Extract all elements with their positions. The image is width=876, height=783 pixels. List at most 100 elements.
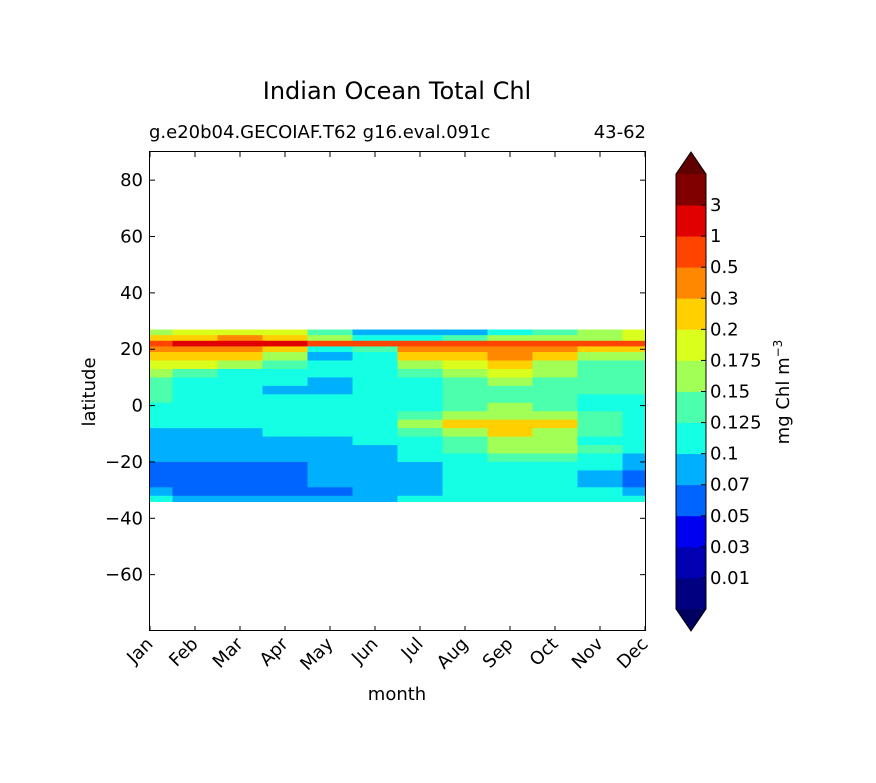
heatmap-cell	[397, 495, 444, 502]
heatmap-cell	[150, 461, 174, 471]
heatmap-cell	[262, 428, 309, 438]
x-tick-label: Nov	[568, 633, 608, 673]
heatmap-cell	[397, 461, 444, 471]
heatmap-cell	[487, 470, 534, 480]
heatmap-cell	[217, 352, 264, 362]
heatmap-cell	[352, 428, 399, 438]
heatmap-cell	[307, 360, 354, 370]
heatmap-cell	[577, 352, 624, 362]
heatmap-cell	[262, 495, 309, 502]
heatmap-cell	[150, 445, 174, 455]
colorbar-segment	[676, 453, 706, 486]
heatmap-cell	[622, 411, 646, 421]
heatmap-cell	[442, 346, 489, 353]
heatmap-cell	[577, 377, 624, 387]
colorbar-tick-label: 0.3	[710, 288, 739, 309]
heatmap-cell	[487, 335, 534, 342]
heatmap-cell	[397, 411, 444, 421]
heatmap-cell	[622, 368, 646, 379]
heatmap-cell	[352, 368, 399, 379]
heatmap-cell	[622, 470, 646, 480]
heatmap-cell	[577, 478, 624, 488]
heatmap-cell	[352, 478, 399, 488]
heatmap-cell	[217, 461, 264, 471]
heatmap-cell	[397, 368, 444, 379]
heatmap-cell	[532, 470, 579, 480]
heatmap-cell	[217, 377, 264, 387]
heatmap-cell	[442, 352, 489, 362]
heatmap-cell	[622, 495, 646, 502]
heatmap-cell	[352, 352, 399, 362]
heatmap-cell	[217, 368, 264, 379]
colorbar-segment	[676, 298, 706, 330]
heatmap-cell	[172, 470, 219, 480]
heatmap-cell	[217, 445, 264, 455]
heatmap-cell	[262, 411, 309, 421]
colorbar-segment	[676, 267, 706, 299]
heatmap-cell	[532, 377, 579, 387]
heatmap-cell	[397, 402, 444, 412]
heatmap-cell	[262, 346, 309, 353]
heatmap-cell	[397, 436, 444, 446]
heatmap-cell	[262, 461, 309, 471]
heatmap-cell	[487, 340, 534, 348]
heatmap-cell	[262, 436, 309, 446]
heatmap-cell	[577, 470, 624, 480]
heatmap-cell	[487, 385, 534, 395]
heatmap-cell	[622, 394, 646, 404]
heatmap-cell	[150, 394, 174, 404]
heatmap-cell	[487, 368, 534, 379]
heatmap-cell	[262, 360, 309, 370]
colorbar-segment	[676, 546, 706, 579]
heatmap-cell	[532, 436, 579, 446]
heatmap-cell	[172, 346, 219, 353]
heatmap-cell	[532, 419, 579, 429]
heatmap-cell	[397, 487, 444, 497]
heatmap-cell	[397, 445, 444, 455]
heatmap-cell	[622, 385, 646, 395]
heatmap-cell	[217, 487, 264, 497]
heatmap-cell	[532, 428, 579, 438]
heatmap-cell	[307, 329, 354, 336]
chart-title: Indian Ocean Total Chl	[263, 77, 531, 105]
x-tick-label: Jun	[347, 634, 382, 669]
heatmap-cell	[150, 346, 174, 353]
heatmap-cell	[307, 419, 354, 429]
heatmap-cell	[307, 495, 354, 502]
heatmap-cell	[532, 445, 579, 455]
colorbar-segment	[676, 515, 706, 548]
heatmap-cell	[532, 335, 579, 342]
heatmap-cell	[352, 495, 399, 502]
heatmap-cell	[217, 411, 264, 421]
heatmap-cell	[487, 352, 534, 362]
colorbar-segment	[676, 174, 706, 206]
heatmap-cell	[442, 377, 489, 387]
colorbar-tick-label: 0.125	[710, 413, 762, 434]
heatmap-cell	[622, 402, 646, 412]
heatmap-cell	[577, 402, 624, 412]
heatmap-cell	[172, 402, 219, 412]
x-axis-label: month	[368, 684, 426, 705]
heatmap-cell	[532, 487, 579, 497]
heatmap-cell	[307, 368, 354, 379]
heatmap-cell	[622, 445, 646, 455]
colorbar-segment	[676, 484, 706, 517]
heatmap-cell	[487, 402, 534, 412]
heatmap-cell	[352, 335, 399, 342]
heatmap-cell	[442, 329, 489, 336]
x-tick-label: Aug	[433, 634, 473, 674]
heatmap-cell	[307, 411, 354, 421]
heatmap-cell	[622, 335, 646, 342]
heatmap-cell	[397, 394, 444, 404]
y-tick-label: −40	[105, 508, 143, 529]
heatmap-cell	[442, 445, 489, 455]
heatmap-cell	[150, 360, 174, 370]
heatmap-cell	[532, 402, 579, 412]
heatmap-cell	[217, 419, 264, 429]
heatmap-cell	[352, 411, 399, 421]
heatmap-cell	[172, 428, 219, 438]
heatmap-cell	[622, 436, 646, 446]
colorbar-label-text: mg Chl m	[773, 357, 794, 444]
chart-subtitle-left: g.e20b04.GECOIAF.T62 g16.eval.091c	[149, 122, 490, 143]
